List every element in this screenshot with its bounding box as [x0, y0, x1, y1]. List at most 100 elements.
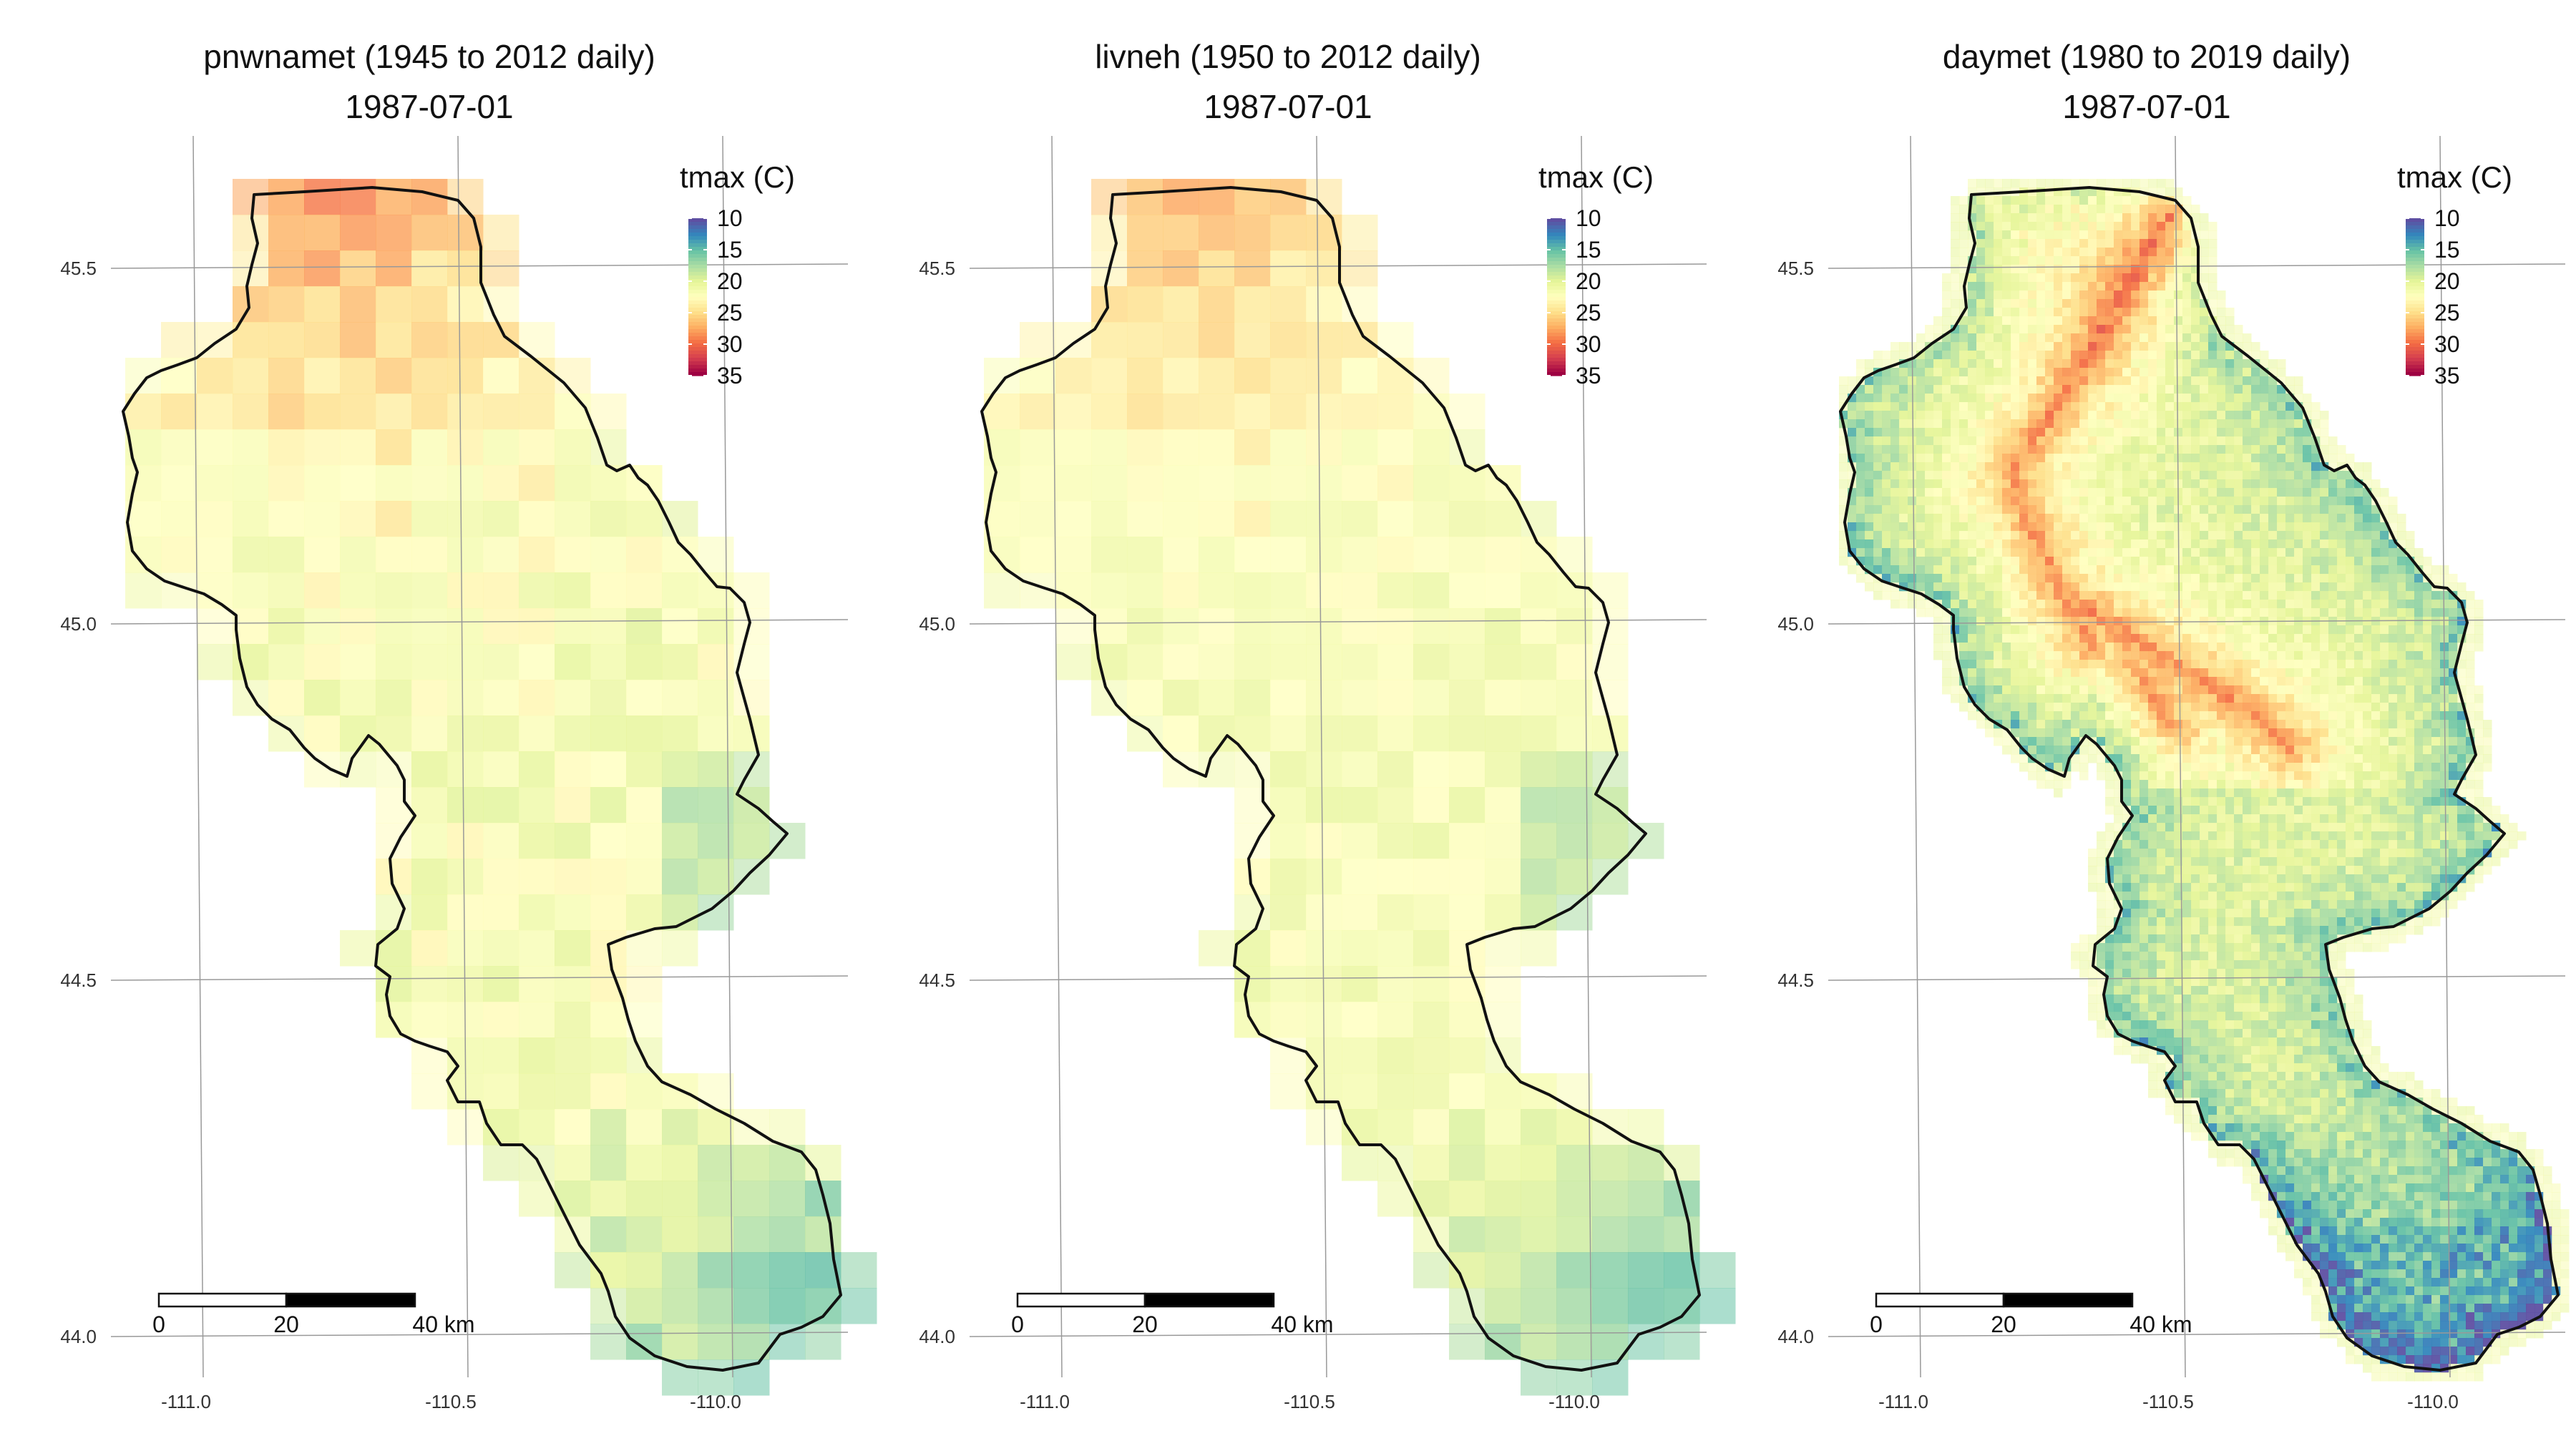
raster-cell [555, 680, 591, 716]
raster-cell [1908, 479, 1917, 489]
legend-swatch [688, 261, 707, 265]
raster-cell [2079, 522, 2089, 532]
raster-cell [662, 1216, 698, 1253]
raster-cell [1413, 680, 1450, 716]
raster-cell [2079, 591, 2089, 600]
raster-cell [2440, 797, 2449, 806]
raster-cell [2105, 660, 2114, 669]
raster-cell [2097, 299, 2106, 308]
raster-cell [2122, 205, 2132, 214]
raster-cell [2002, 316, 2011, 326]
raster-cell [2268, 488, 2278, 497]
raster-cell [2389, 728, 2398, 738]
raster-cell [626, 751, 663, 788]
raster-cell [2079, 454, 2089, 463]
raster-cell [2251, 479, 2260, 489]
raster-cell [2354, 711, 2363, 721]
raster-cell [1199, 465, 1235, 502]
raster-cell [1899, 445, 1908, 454]
raster-cell [1865, 522, 1874, 532]
raster-cell [698, 716, 734, 752]
raster-cell [2294, 548, 2303, 557]
raster-cell [2105, 505, 2114, 514]
raster-cell [340, 250, 376, 287]
raster-cell [2062, 179, 2072, 188]
raster-cell [2054, 479, 2063, 489]
raster-cell [2002, 694, 2011, 703]
raster-cell [2079, 299, 2089, 308]
raster-cell [2431, 625, 2441, 635]
raster-cell [2062, 643, 2072, 652]
raster-cell [2380, 574, 2389, 583]
raster-cell [2182, 548, 2192, 557]
raster-cell [2474, 608, 2484, 617]
raster-cell [2148, 402, 2157, 411]
raster-cell [1306, 608, 1342, 645]
raster-cell [2191, 660, 2200, 669]
raster-cell [2217, 763, 2226, 772]
raster-cell [1916, 582, 1926, 592]
raster-cell [2337, 651, 2346, 660]
raster-cell [2346, 720, 2355, 729]
raster-cell [2148, 557, 2157, 566]
raster-cell [2019, 316, 2029, 326]
raster-cell [2406, 565, 2415, 575]
raster-cell [1449, 787, 1485, 824]
raster-cell [2054, 514, 2063, 523]
raster-cell [2036, 351, 2046, 360]
raster-cell [2423, 780, 2432, 789]
raster-cell [2457, 814, 2467, 824]
raster-cell [2243, 591, 2252, 600]
raster-cell [2397, 668, 2406, 678]
raster-cell [376, 608, 412, 645]
raster-cell [2225, 531, 2235, 540]
raster-cell [2036, 608, 2046, 617]
raster-cell [2251, 574, 2260, 583]
raster-cell [2423, 557, 2432, 566]
raster-cell [2122, 522, 2132, 532]
raster-cell [2114, 471, 2123, 480]
raster-cell [2225, 763, 2235, 772]
raster-cell [2414, 797, 2424, 806]
raster-cell [1377, 537, 1414, 573]
raster-cell [2157, 565, 2166, 575]
raster-cell [1942, 668, 1951, 678]
raster-cell [2071, 531, 2080, 540]
raster-cell [2234, 531, 2243, 540]
raster-cell [2140, 505, 2149, 514]
raster-cell [2131, 368, 2140, 377]
raster-cell [2131, 625, 2140, 635]
raster-cell [2251, 651, 2260, 660]
raster-cell [2406, 531, 2415, 540]
raster-cell [1521, 572, 1557, 609]
raster-cell [1873, 488, 1883, 497]
raster-cell [1055, 429, 1092, 466]
raster-cell [2268, 411, 2278, 420]
raster-cell [1942, 574, 1951, 583]
raster-cell [1985, 394, 1994, 403]
raster-cell [2414, 617, 2424, 626]
raster-cell [2140, 685, 2149, 695]
raster-cell [1234, 680, 1271, 716]
raster-cell [2165, 600, 2175, 609]
raster-cell [2002, 651, 2011, 660]
raster-cell [2028, 256, 2037, 265]
raster-cell [2157, 522, 2166, 532]
raster-cell [2200, 668, 2209, 678]
raster-cell [2217, 290, 2226, 300]
raster-cell [2019, 299, 2029, 308]
raster-cell [2363, 754, 2372, 763]
raster-cell [2054, 359, 2063, 368]
raster-cell [2337, 600, 2346, 609]
raster-cell [1925, 351, 1934, 360]
raster-cell [2088, 488, 2097, 497]
raster-cell [2122, 668, 2132, 678]
raster-cell [2217, 668, 2226, 678]
raster-cell [2294, 376, 2303, 386]
raster-cell [2243, 548, 2252, 557]
raster-cell [411, 823, 448, 859]
raster-cell [483, 394, 519, 430]
raster-cell [2019, 514, 2029, 523]
raster-cell [2328, 557, 2338, 566]
raster-cell [2457, 763, 2467, 772]
